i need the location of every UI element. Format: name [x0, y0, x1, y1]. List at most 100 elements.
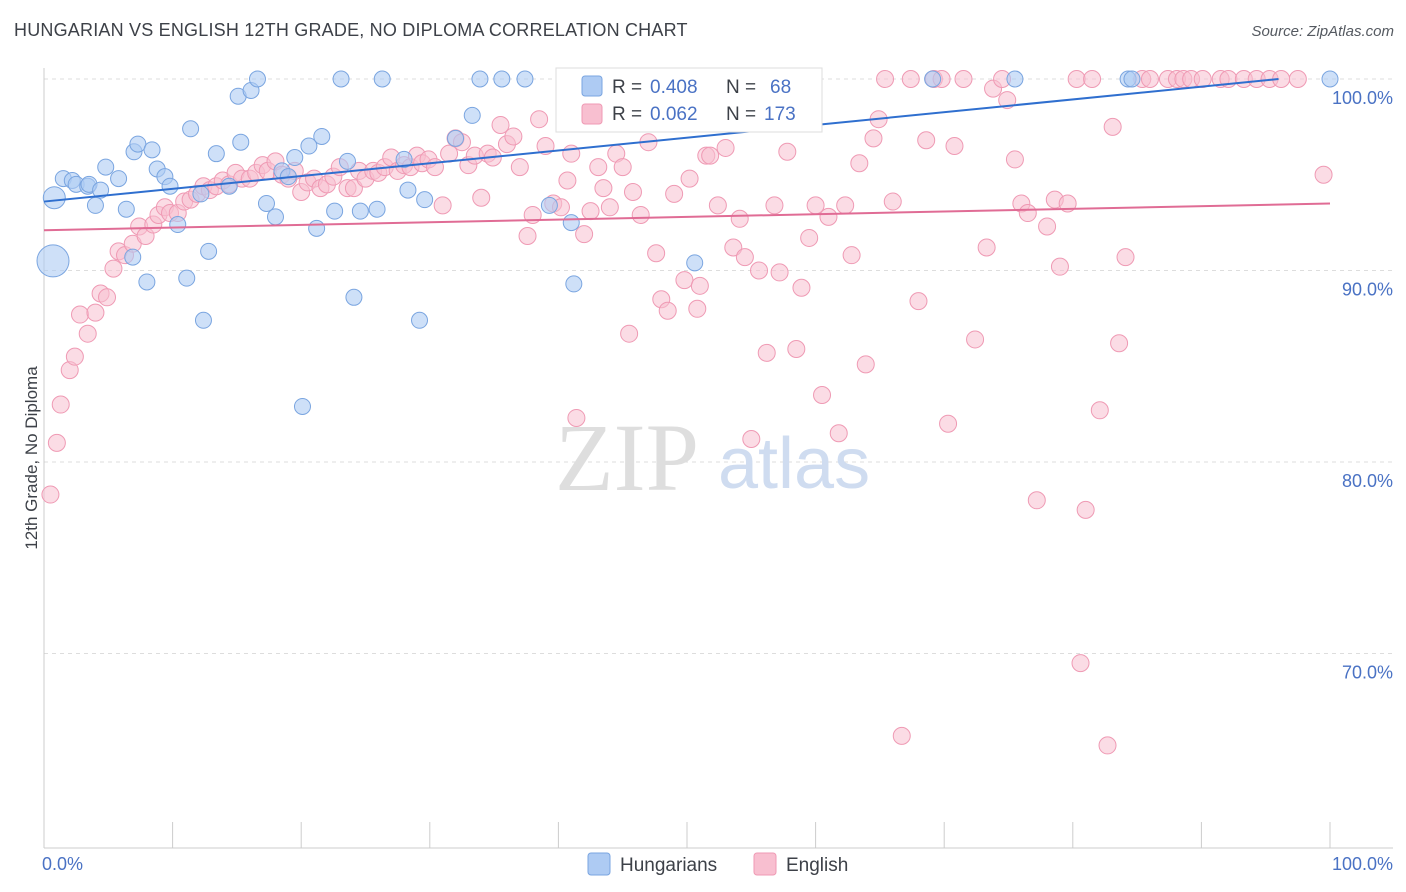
y-tick-label-70: 70.0% — [1342, 663, 1393, 683]
english-point — [901, 70, 920, 88]
legend-swatch-hungarians — [587, 852, 611, 876]
y-axis-label: 12th Grade, No Diploma — [22, 366, 41, 550]
english-point — [1038, 217, 1057, 236]
english-point — [819, 207, 838, 226]
stats-swatch-hungarians — [581, 75, 603, 97]
hungarians-point — [169, 216, 187, 234]
english-point — [65, 347, 84, 366]
english-point — [1067, 70, 1086, 88]
english-point — [1110, 334, 1129, 353]
hungarians-point — [565, 275, 583, 293]
legend: Hungarians English — [587, 852, 848, 876]
hungarians-point — [447, 129, 465, 147]
english-point — [708, 196, 727, 215]
hungarians-point — [351, 202, 369, 220]
english-point — [631, 205, 650, 224]
english-point — [778, 142, 797, 161]
english-point — [1058, 194, 1077, 213]
english-point — [966, 330, 985, 349]
hungarians-point — [129, 135, 147, 153]
english-point — [770, 263, 789, 282]
hungarians-point — [399, 181, 417, 199]
english-point — [98, 288, 117, 307]
hungarians-point — [924, 70, 942, 88]
hungarians-point — [97, 158, 115, 176]
english-point — [883, 192, 902, 211]
english-point — [954, 70, 973, 88]
english-point — [836, 196, 855, 215]
english-point — [623, 182, 642, 201]
stats-hungarians-n-value: 68 — [770, 77, 791, 98]
english-point — [575, 225, 594, 244]
english-point — [690, 276, 709, 295]
hungarians-point — [308, 219, 326, 237]
hungarians-point — [161, 177, 179, 195]
hungarians-point — [92, 181, 110, 199]
english-point — [750, 261, 769, 280]
stats-hungarians-r-value: 0.408 — [650, 77, 698, 98]
english-point — [613, 158, 632, 177]
legend-swatch-english — [753, 852, 777, 876]
stats-hungarians-n-label: N = — [726, 77, 756, 98]
chart-source: Source: ZipAtlas.com — [1251, 23, 1394, 40]
hungarians-point — [1321, 70, 1339, 88]
hungarians-point — [326, 202, 344, 220]
hungarians-point — [110, 170, 128, 188]
english-point — [594, 179, 613, 198]
english-point — [742, 430, 761, 449]
grid-lines — [44, 78, 1393, 654]
hungarians-point — [86, 196, 104, 214]
hungarians-trend-line — [43, 78, 1279, 203]
hungarians-point — [493, 70, 511, 88]
hungarians-point — [1123, 70, 1141, 88]
english-point — [536, 137, 555, 156]
stats-hungarians-r-label: R = — [612, 77, 642, 98]
english-point — [1288, 70, 1307, 88]
english-point — [917, 131, 936, 150]
english-point — [842, 246, 861, 265]
english-trend-line — [43, 202, 1331, 232]
english-point — [51, 395, 70, 414]
hungarians-point — [248, 70, 266, 88]
hungarians-point — [332, 70, 350, 88]
y-tick-label-80: 80.0% — [1342, 471, 1393, 491]
stats-english-r-label: R = — [612, 104, 642, 125]
english-point — [701, 146, 720, 165]
english-point — [344, 179, 363, 198]
english-point — [1090, 401, 1109, 420]
hungarians-point — [345, 288, 363, 306]
chart-title: HUNGARIAN VS ENGLISH 12TH GRADE, NO DIPL… — [14, 20, 688, 40]
english-point — [787, 340, 806, 359]
hungarians-point — [516, 70, 534, 88]
english-point — [1314, 165, 1333, 184]
hungarians-point — [207, 145, 225, 163]
english-point — [1027, 491, 1046, 510]
stats-english-r-value: 0.062 — [650, 104, 698, 125]
hungarians-point — [266, 208, 284, 226]
stats-swatch-english — [581, 103, 603, 125]
x-tick-label-max: 100.0% — [1332, 854, 1393, 874]
y-tick-labels: 70.0% 80.0% 90.0% 100.0% — [1332, 88, 1393, 683]
english-point — [735, 248, 754, 267]
hungarians-point — [194, 311, 212, 329]
english-point — [850, 154, 869, 173]
english-point — [909, 292, 928, 311]
english-point — [680, 169, 699, 188]
english-point — [945, 137, 964, 156]
english-point — [472, 188, 491, 207]
hungarians-point — [471, 70, 489, 88]
trend-lines — [43, 78, 1331, 232]
english-point — [998, 91, 1017, 110]
english-point — [688, 299, 707, 318]
english-point — [518, 227, 537, 246]
hungarians-point — [200, 242, 218, 260]
y-tick-label-90: 90.0% — [1342, 280, 1393, 300]
english-point — [86, 303, 105, 322]
hungarians-point — [143, 141, 161, 159]
hungarians-point — [562, 214, 580, 232]
stats-english-n-value: 173 — [764, 104, 796, 125]
hungarians-point — [220, 177, 238, 195]
hungarians-point — [540, 196, 558, 214]
hungarians-point — [293, 397, 311, 415]
hungarians-point — [416, 191, 434, 209]
